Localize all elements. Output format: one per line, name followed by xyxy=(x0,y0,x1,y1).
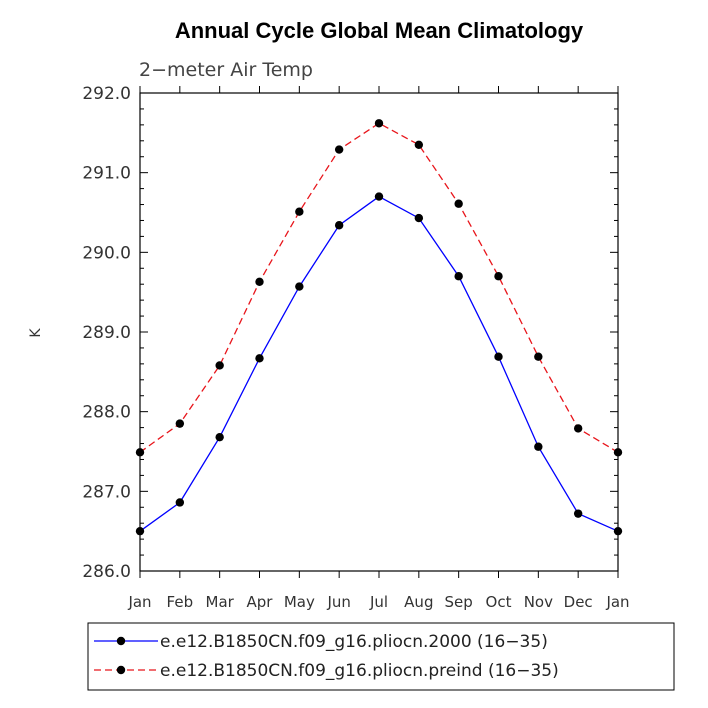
legend-box xyxy=(87,622,675,691)
plot-frame xyxy=(139,92,619,572)
data-point xyxy=(135,526,145,536)
x-tick-label: Apr xyxy=(247,593,274,611)
legend-marker-1 xyxy=(116,636,126,646)
data-point xyxy=(414,213,424,223)
data-point xyxy=(374,192,384,201)
data-point xyxy=(494,272,503,281)
data-point xyxy=(494,352,503,361)
x-tick-label: Jan xyxy=(605,593,629,611)
data-point xyxy=(295,207,304,216)
x-tick-label: Jan xyxy=(127,593,151,611)
data-point xyxy=(573,509,583,518)
data-point xyxy=(215,361,224,370)
data-point xyxy=(534,442,543,451)
x-tick-label: Sep xyxy=(445,593,473,611)
series-lines xyxy=(139,122,619,532)
series-points xyxy=(135,119,623,536)
y-tick-labels: 286.0 287.0 288.0 289.0 290.0 291.0 292.0 xyxy=(82,84,131,582)
data-point xyxy=(534,352,543,361)
data-point xyxy=(334,221,344,230)
legend-marker-2 xyxy=(116,665,126,675)
axis-ticks xyxy=(139,86,619,578)
data-point xyxy=(135,448,145,457)
data-point xyxy=(255,354,264,363)
x-tick-label: Dec xyxy=(564,593,593,611)
data-point xyxy=(215,432,224,442)
chart-subtitle: 2−meter Air Temp xyxy=(139,59,313,81)
x-tick-label: Oct xyxy=(486,593,512,611)
legend-label-1: e.e12.B1850CN.f09_g16.pliocn.2000 (16−35… xyxy=(160,632,548,652)
data-point xyxy=(295,282,304,291)
chart-title: Annual Cycle Global Mean Climatology xyxy=(175,18,584,43)
x-tick-label: Jun xyxy=(326,593,350,611)
data-point xyxy=(175,498,185,507)
y-tick-label: 289.0 xyxy=(82,323,131,343)
x-tick-label: May xyxy=(284,593,315,611)
y-tick-label: 291.0 xyxy=(82,164,131,184)
data-point xyxy=(414,140,424,149)
data-point xyxy=(175,419,185,428)
x-tick-labels: Jan Feb Mar Apr May Jun Jul Aug Sep Oct Nov Dec Jan xyxy=(127,593,629,611)
y-tick-label: 288.0 xyxy=(82,403,131,423)
series-line-1 xyxy=(139,195,619,532)
y-tick-label: 287.0 xyxy=(82,482,131,502)
data-point xyxy=(454,272,463,281)
x-tick-label: Feb xyxy=(167,593,194,611)
x-tick-label: Aug xyxy=(404,593,433,611)
data-point xyxy=(334,145,344,154)
data-point xyxy=(454,199,463,208)
x-tick-label: Mar xyxy=(206,593,235,611)
series-line-2 xyxy=(139,122,619,453)
y-axis-label: K xyxy=(28,328,44,338)
data-point xyxy=(573,424,583,433)
data-point xyxy=(613,526,623,536)
legend: e.e12.B1850CN.f09_g16.pliocn.2000 (16−35… xyxy=(94,632,559,681)
data-point xyxy=(255,277,264,287)
y-tick-label: 290.0 xyxy=(82,243,131,263)
y-tick-label: 286.0 xyxy=(82,562,131,582)
data-point xyxy=(374,119,384,128)
x-tick-label: Jul xyxy=(369,593,388,611)
y-tick-label: 292.0 xyxy=(82,84,131,104)
data-point xyxy=(613,448,623,457)
x-tick-label: Nov xyxy=(524,593,553,611)
legend-label-2: e.e12.B1850CN.f09_g16.pliocn.preind (16−… xyxy=(160,661,559,681)
